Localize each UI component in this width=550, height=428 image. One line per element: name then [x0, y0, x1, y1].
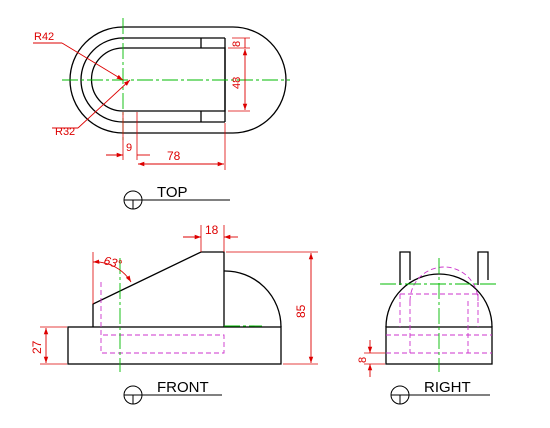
label-18: 18 — [205, 223, 219, 237]
front-view-label: FRONT — [157, 379, 209, 396]
right-view-label: RIGHT — [424, 379, 471, 396]
front-boss-dome — [223, 270, 282, 328]
label-r32: R32 — [55, 126, 75, 138]
right-rib-left — [399, 251, 411, 285]
label-r42: R42 — [34, 31, 54, 43]
label-8: 8 — [231, 41, 243, 47]
label-85: 85 — [294, 304, 308, 318]
label-9: 9 — [126, 142, 132, 154]
right-rib-right — [477, 251, 489, 285]
leader-r32 — [77, 79, 131, 129]
top-outer-outline — [69, 26, 287, 134]
top-view: R42 R32 8 48 9 78 TOP — [33, 18, 290, 210]
label-27: 27 — [30, 340, 44, 354]
label-48: 48 — [231, 77, 243, 89]
front-hidden-line — [100, 282, 225, 354]
label-78: 78 — [167, 149, 181, 163]
label-63: 63° — [102, 253, 123, 271]
label-r8: 8 — [357, 357, 369, 363]
front-base — [67, 326, 282, 365]
front-view: 18 63° 85 27 FRONT — [30, 223, 318, 405]
top-view-label: TOP — [157, 184, 188, 201]
angle-arc — [92, 259, 132, 283]
leader-r42 — [61, 42, 124, 81]
top-slot-outline — [90, 47, 226, 112]
right-hidden-slot — [399, 266, 479, 327]
right-view: 8 RIGHT — [357, 251, 498, 405]
